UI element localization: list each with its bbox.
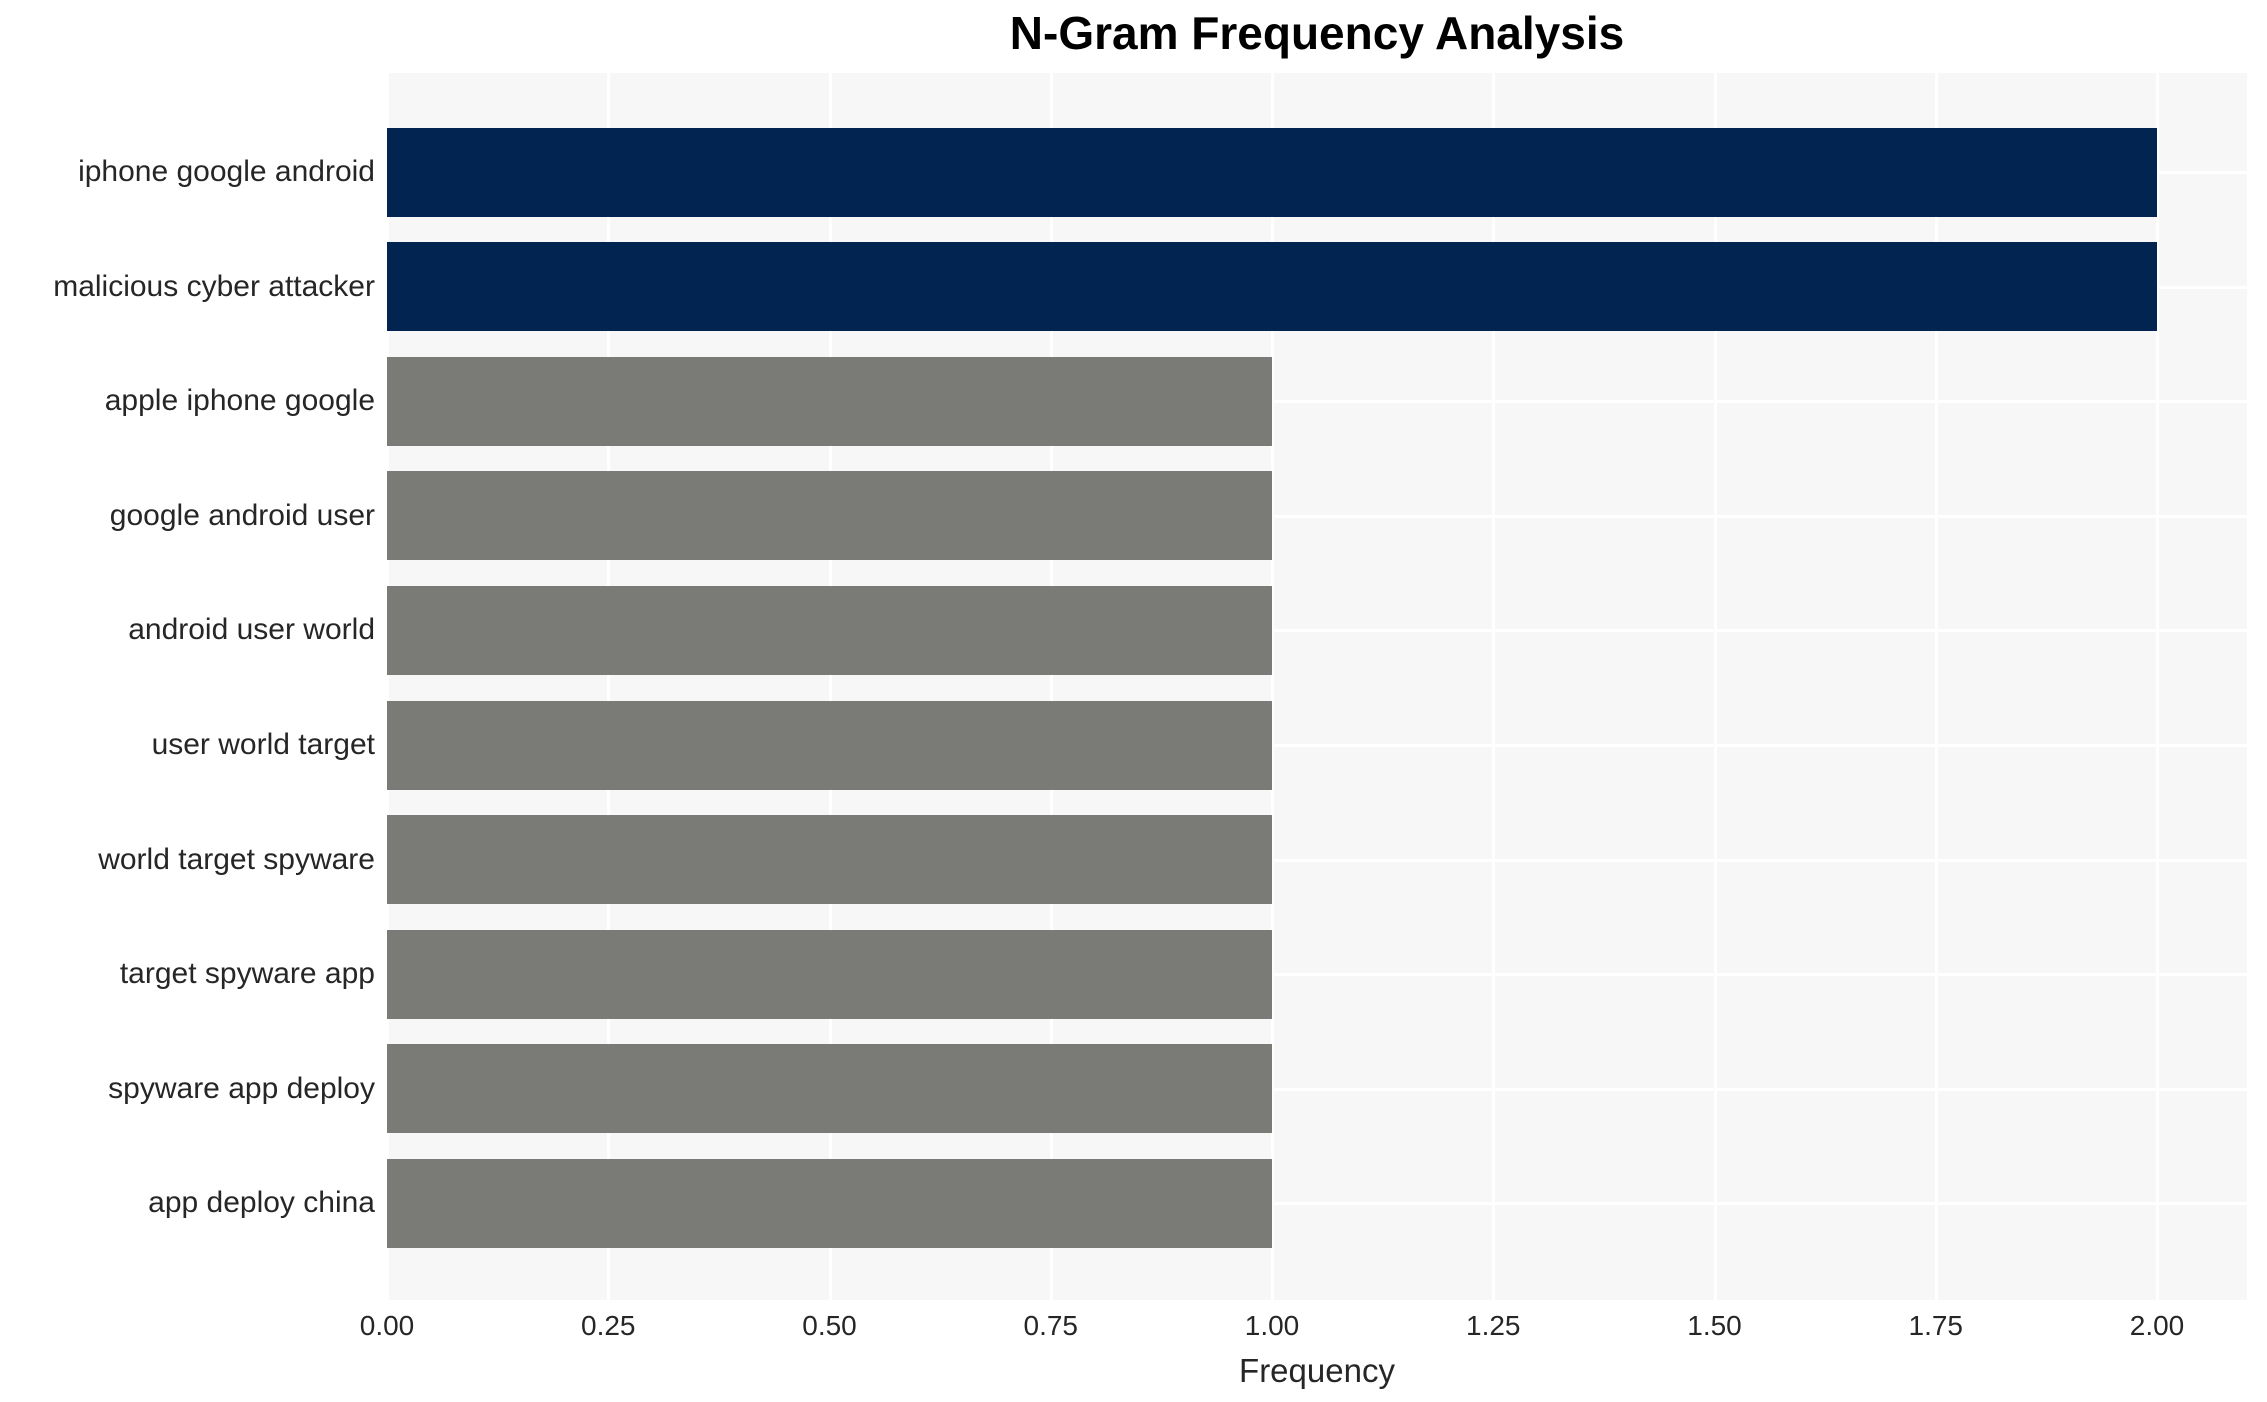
y-axis-label: iphone google android <box>78 155 375 188</box>
x-gridline-1.00 <box>1271 73 1274 1300</box>
x-tick-label-1.75: 1.75 <box>1908 1310 1964 1341</box>
x-tick-label-0.50: 0.50 <box>802 1310 857 1341</box>
bar-apple-iphone-google <box>387 356 1272 446</box>
bar-target-spyware-app <box>387 929 1272 1019</box>
y-gridline <box>387 629 2247 633</box>
y-axis-label: user world target <box>151 728 375 761</box>
x-gridline-0.00 <box>386 73 389 1300</box>
plot-area <box>386 73 2247 1300</box>
x-gridline-0.50 <box>828 73 832 1300</box>
x-gridline-0.25 <box>607 73 611 1300</box>
y-axis-label: target spyware app <box>119 957 375 991</box>
x-tick-label-1.25: 1.25 <box>1466 1310 1521 1341</box>
x-tick-label-0.25: 0.25 <box>581 1310 636 1341</box>
x-axis-title: Frequency <box>1239 1352 1395 1389</box>
x-gridline-2.00 <box>2156 73 2159 1300</box>
y-axis-label: world target spyware <box>98 842 375 876</box>
bar-google-android-user <box>387 471 1272 561</box>
y-axis-label: malicious cyber attacker <box>53 269 375 303</box>
y-axis-label: apple iphone google <box>104 384 375 418</box>
x-gridline-1.50 <box>1713 73 1717 1300</box>
chart-title: N-Gram Frequency Analysis <box>1009 7 1625 59</box>
y-gridline <box>387 400 2247 404</box>
bar-iphone-google-android <box>387 127 2157 217</box>
x-gridline-1.25 <box>1492 73 1496 1300</box>
y-axis-label: app deploy china <box>148 1186 375 1220</box>
x-tick-label-2.00: 2.00 <box>2129 1310 2185 1341</box>
bar-spyware-app-deploy <box>387 1044 1272 1134</box>
bar-user-world-target <box>387 700 1272 790</box>
x-tick-label-1.00: 1.00 <box>1244 1310 1300 1341</box>
bar-malicious-cyber-attacker <box>387 242 2157 332</box>
x-tick-label-0.75: 0.75 <box>1023 1310 1079 1341</box>
bar-world-target-spyware <box>387 815 1272 905</box>
x-tick-label-0.00: 0.00 <box>359 1310 415 1341</box>
x-gridline-1.75 <box>1934 73 1938 1300</box>
x-gridline-0.75 <box>1049 73 1053 1300</box>
y-axis-label: spyware app deploy <box>108 1071 375 1105</box>
y-gridline <box>387 1202 2247 1206</box>
y-gridline <box>387 514 2247 518</box>
bar-android-user-world <box>387 585 1272 675</box>
y-axis-label: android user world <box>128 613 375 647</box>
y-gridline <box>387 1087 2247 1091</box>
y-gridline <box>387 744 2247 747</box>
x-tick-label-1.50: 1.50 <box>1687 1310 1742 1341</box>
y-gridline <box>387 858 2247 862</box>
y-gridline <box>387 973 2247 977</box>
bar-app-deploy-china <box>387 1158 1272 1248</box>
y-axis-label: google android user <box>109 498 375 532</box>
